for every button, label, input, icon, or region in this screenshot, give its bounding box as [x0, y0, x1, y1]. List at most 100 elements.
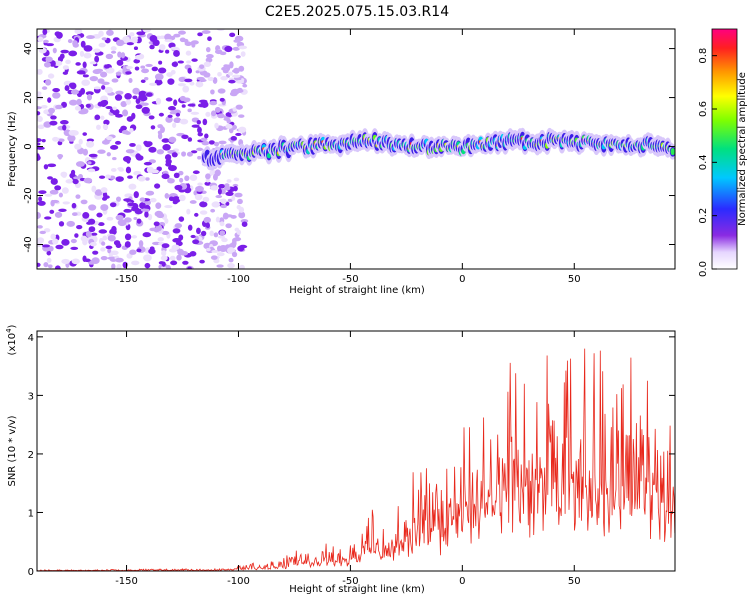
- noise-blob: [155, 202, 162, 210]
- noise-blob: [240, 218, 249, 224]
- noise-blob: [161, 138, 170, 143]
- noise-blob: [225, 191, 234, 196]
- noise-blob: [58, 154, 63, 160]
- noise-blob: [45, 56, 53, 63]
- noise-blob: [110, 167, 117, 172]
- noise-blob: [38, 196, 43, 202]
- noise-blob: [230, 136, 237, 141]
- noise-blob: [49, 189, 59, 195]
- noise-blob: [191, 58, 198, 62]
- noise-blob: [208, 140, 215, 145]
- noise-blob: [202, 118, 208, 126]
- noise-blob: [66, 220, 76, 227]
- noise-blob: [134, 66, 140, 71]
- noise-blob: [205, 111, 211, 117]
- noise-blob: [88, 218, 96, 225]
- noise-blob: [139, 202, 146, 210]
- noise-blob: [72, 40, 78, 47]
- noise-blob: [107, 234, 116, 242]
- noise-blob: [217, 88, 226, 94]
- noise-blob: [54, 211, 63, 218]
- noise-blob: [238, 211, 246, 219]
- noise-blob: [157, 67, 167, 74]
- noise-blob: [128, 183, 137, 190]
- spectrogram-y-label: Frequency (Hz): [7, 111, 18, 187]
- noise-blob: [133, 191, 139, 199]
- noise-blob: [196, 147, 204, 152]
- noise-blob: [105, 105, 113, 110]
- noise-blob: [78, 110, 88, 115]
- noise-blob: [217, 235, 226, 239]
- noise-blob: [223, 64, 229, 68]
- noise-blob: [47, 73, 55, 79]
- noise-blob: [145, 63, 153, 68]
- noise-blob: [45, 79, 52, 86]
- noise-blob: [83, 177, 93, 184]
- noise-blob: [158, 112, 164, 117]
- noise-blob: [37, 153, 40, 161]
- noise-blob: [106, 136, 113, 141]
- noise-blob: [235, 132, 242, 136]
- noise-blob: [74, 233, 79, 238]
- noise-blob: [195, 81, 204, 88]
- noise-blob: [37, 200, 46, 206]
- noise-blob: [162, 144, 171, 151]
- noise-blob: [101, 81, 110, 86]
- noise-blob: [72, 179, 79, 185]
- noise-blob: [65, 59, 71, 65]
- noise-blob: [159, 44, 166, 51]
- noise-blob: [94, 55, 100, 63]
- noise-blob: [92, 250, 99, 255]
- noise-blob: [103, 64, 111, 69]
- colorbar-label: Normalized spectral amplitude: [737, 72, 748, 226]
- noise-blob: [75, 62, 81, 66]
- noise-blob: [123, 198, 132, 202]
- noise-blob: [61, 238, 70, 246]
- noise-blob: [227, 198, 233, 202]
- noise-blob: [43, 61, 51, 68]
- noise-blob: [102, 123, 109, 130]
- noise-blob: [58, 192, 64, 198]
- noise-blob: [142, 29, 152, 33]
- noise-blob: [110, 50, 117, 54]
- noise-blob: [122, 109, 129, 117]
- colorbar: 0.0 0.2 0.4 0.6 0.8 Normalized spectral ampl…: [698, 28, 748, 277]
- noise-blob: [94, 114, 101, 121]
- noise-blob: [171, 244, 180, 251]
- noise-blob: [75, 161, 85, 167]
- noise-blob: [115, 90, 124, 95]
- noise-blob: [242, 83, 248, 88]
- noise-blob: [189, 81, 195, 86]
- noise-blob: [214, 106, 221, 113]
- noise-blob: [109, 202, 117, 208]
- noise-blob: [37, 124, 45, 130]
- noise-blob: [205, 222, 210, 229]
- noise-blob: [62, 71, 68, 75]
- noise-blob: [149, 227, 158, 232]
- noise-blob: [135, 104, 143, 110]
- noise-blob: [213, 232, 219, 238]
- noise-blob: [85, 91, 94, 96]
- noise-blob: [124, 233, 132, 241]
- noise-blob: [167, 114, 173, 118]
- noise-blob: [161, 173, 170, 180]
- noise-blob: [207, 36, 212, 42]
- noise-blob: [111, 263, 116, 269]
- noise-blob: [189, 200, 197, 204]
- noise-blob: [218, 140, 227, 145]
- noise-blob: [39, 230, 46, 235]
- noise-blob: [114, 257, 124, 263]
- noise-blob: [140, 208, 150, 212]
- noise-blob: [150, 125, 156, 130]
- noise-blob: [91, 257, 100, 265]
- noise-blob: [41, 86, 48, 90]
- noise-blob: [75, 194, 81, 199]
- snr-y-label: SNR (10 * v/v): [7, 415, 18, 486]
- noise-blob: [37, 146, 45, 150]
- noise-blob: [53, 60, 63, 67]
- noise-blob: [127, 202, 135, 207]
- noise-blob: [125, 99, 132, 105]
- noise-blob: [100, 204, 109, 211]
- noise-blob: [87, 168, 96, 173]
- noise-blob: [83, 52, 92, 59]
